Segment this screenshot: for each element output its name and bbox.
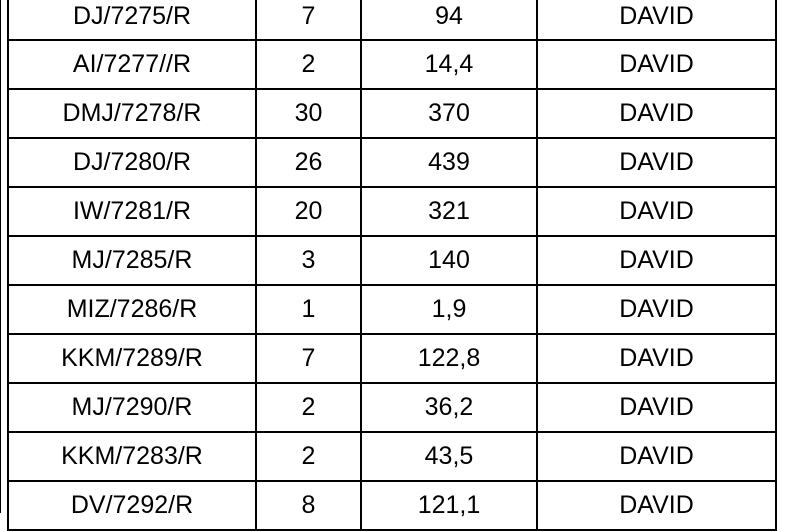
- cell-qty[interactable]: 2: [255, 431, 362, 482]
- cell-code[interactable]: DJ/7280/R: [7, 137, 257, 188]
- table-row: DJ/7280/R 26 439 DAVID: [7, 137, 777, 188]
- table-row: MJ/7290/R 2 36,2 DAVID: [7, 382, 777, 433]
- cell-amount[interactable]: 43,5: [360, 431, 538, 482]
- cell-name[interactable]: DAVID: [536, 186, 777, 237]
- cell-qty[interactable]: 7: [255, 333, 362, 384]
- table-row: DJ/7275/R 7 94 DAVID: [7, 0, 777, 41]
- cell-name[interactable]: DAVID: [536, 0, 777, 41]
- cell-name[interactable]: DAVID: [536, 284, 777, 335]
- table-row: IW/7281/R 20 321 DAVID: [7, 186, 777, 237]
- cell-qty[interactable]: 8: [255, 480, 362, 531]
- cell-qty[interactable]: 1: [255, 284, 362, 335]
- table-row: MJ/7285/R 3 140 DAVID: [7, 235, 777, 286]
- cell-name[interactable]: DAVID: [536, 235, 777, 286]
- cell-name[interactable]: DAVID: [536, 431, 777, 482]
- cell-code[interactable]: IW/7281/R: [7, 186, 257, 237]
- cell-amount[interactable]: 14,4: [360, 39, 538, 90]
- cell-qty[interactable]: 20: [255, 186, 362, 237]
- cell-qty[interactable]: 26: [255, 137, 362, 188]
- cell-code[interactable]: MJ/7290/R: [7, 382, 257, 433]
- cell-amount[interactable]: 140: [360, 235, 538, 286]
- cell-code[interactable]: DMJ/7278/R: [7, 88, 257, 139]
- cell-qty[interactable]: 2: [255, 382, 362, 433]
- cell-code[interactable]: DV/7292/R: [7, 480, 257, 531]
- cell-amount[interactable]: 36,2: [360, 382, 538, 433]
- cell-name[interactable]: DAVID: [536, 333, 777, 384]
- cell-code[interactable]: MIZ/7286/R: [7, 284, 257, 335]
- cell-amount[interactable]: 94: [360, 0, 538, 41]
- cell-qty[interactable]: 2: [255, 39, 362, 90]
- cell-code[interactable]: DJ/7275/R: [7, 0, 257, 41]
- spreadsheet-area: DJ/7275/R 7 94 DAVID AI/7277//R 2 14,4 D…: [0, 0, 777, 531]
- table-row: KKM/7283/R 2 43,5 DAVID: [7, 431, 777, 482]
- cell-name[interactable]: DAVID: [536, 137, 777, 188]
- cell-qty[interactable]: 7: [255, 0, 362, 41]
- cell-amount[interactable]: 121,1: [360, 480, 538, 531]
- table-row: DV/7292/R 8 121,1 DAVID: [7, 480, 777, 531]
- cell-code[interactable]: MJ/7285/R: [7, 235, 257, 286]
- table-row: MIZ/7286/R 1 1,9 DAVID: [7, 284, 777, 335]
- data-table: DJ/7275/R 7 94 DAVID AI/7277//R 2 14,4 D…: [7, 0, 777, 531]
- cell-qty[interactable]: 30: [255, 88, 362, 139]
- cell-name[interactable]: DAVID: [536, 39, 777, 90]
- cell-qty[interactable]: 3: [255, 235, 362, 286]
- cell-name[interactable]: DAVID: [536, 382, 777, 433]
- row-header-border: [0, 0, 1, 513]
- cell-name[interactable]: DAVID: [536, 480, 777, 531]
- cell-amount[interactable]: 122,8: [360, 333, 538, 384]
- cell-amount[interactable]: 1,9: [360, 284, 538, 335]
- cell-amount[interactable]: 370: [360, 88, 538, 139]
- table-row: DMJ/7278/R 30 370 DAVID: [7, 88, 777, 139]
- cell-amount[interactable]: 439: [360, 137, 538, 188]
- table-row: AI/7277//R 2 14,4 DAVID: [7, 39, 777, 90]
- cell-amount[interactable]: 321: [360, 186, 538, 237]
- cell-code[interactable]: KKM/7289/R: [7, 333, 257, 384]
- table-body: DJ/7275/R 7 94 DAVID AI/7277//R 2 14,4 D…: [7, 0, 777, 531]
- cell-name[interactable]: DAVID: [536, 88, 777, 139]
- table-row: KKM/7289/R 7 122,8 DAVID: [7, 333, 777, 384]
- cell-code[interactable]: AI/7277//R: [7, 39, 257, 90]
- cell-code[interactable]: KKM/7283/R: [7, 431, 257, 482]
